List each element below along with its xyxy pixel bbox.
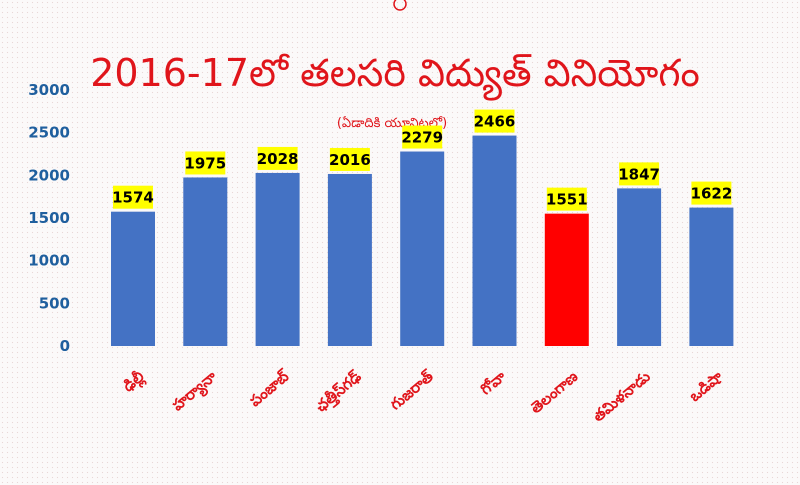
bar — [255, 172, 300, 346]
bar — [617, 188, 662, 346]
y-tick-label: 0 — [60, 337, 70, 355]
value-label: 1847 — [618, 165, 660, 183]
value-label-background — [329, 147, 370, 171]
value-label-background — [257, 146, 298, 170]
y-tick-label: 3000 — [28, 81, 70, 99]
value-label-background — [619, 162, 660, 186]
top-ornament-icon — [393, 0, 407, 11]
value-label: 1551 — [546, 191, 588, 209]
value-label: 1574 — [112, 189, 154, 207]
y-tick-label: 2500 — [28, 124, 70, 142]
x-axis: ఢిల్లీ హర్యానా పంజాబ్ ఛత్తీస్‌గఢ్ గుజరాత్ గోవ… — [119, 366, 726, 425]
category-label: గోవా — [477, 367, 510, 398]
bar — [111, 211, 155, 346]
bar — [689, 207, 734, 346]
y-tick-label: 500 — [39, 294, 70, 312]
value-label: 1622 — [691, 185, 733, 203]
bar — [544, 213, 589, 346]
value-label-background — [185, 151, 226, 175]
bar — [183, 177, 228, 346]
value-label-background — [113, 185, 153, 209]
category-label: తెలంగాణ — [527, 367, 582, 417]
bar — [472, 135, 517, 346]
bars-group: 1574 1975 2028 2016 2279 2466 1551 1847 1622 — [111, 109, 734, 346]
value-label: 2016 — [329, 151, 371, 169]
y-tick-label: 1000 — [28, 252, 70, 270]
value-label: 2466 — [474, 113, 516, 131]
value-label: 2279 — [401, 129, 443, 147]
value-label: 2028 — [257, 150, 299, 168]
category-label: గుజరాత్ — [386, 367, 437, 414]
value-label-background — [474, 109, 515, 133]
value-label: 1975 — [184, 154, 226, 172]
category-label: హర్యానా — [168, 367, 222, 417]
bar — [327, 173, 372, 346]
category-label: ఒడిషా — [686, 367, 727, 405]
chart-title: 2016-17లో తలసరి విద్యుత్ వినియోగం — [90, 51, 700, 101]
bar — [400, 151, 445, 346]
value-label-background — [402, 125, 443, 149]
y-tick-label: 2000 — [28, 166, 70, 184]
value-label-background — [691, 181, 732, 205]
value-label-background — [546, 187, 587, 211]
y-axis: 0 500 1000 1500 2000 2500 3000 — [28, 81, 70, 355]
y-tick-label: 1500 — [28, 209, 70, 227]
category-label: తమిళనాడు — [589, 367, 653, 425]
category-label: పంజాబ్ — [246, 366, 294, 410]
category-label: ఛత్తీస్‌గఢ్ — [312, 367, 366, 417]
category-label: ఢిల్లీ — [119, 367, 149, 397]
